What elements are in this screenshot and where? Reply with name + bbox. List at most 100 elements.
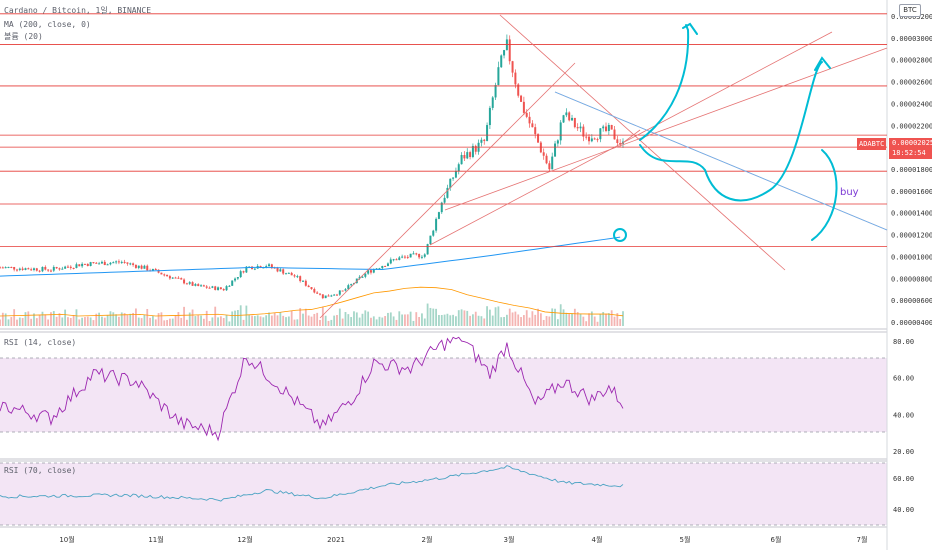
volume-bar — [500, 317, 503, 326]
candle-body — [610, 124, 613, 130]
volume-bar — [330, 319, 333, 326]
volume-bar — [571, 313, 573, 326]
volume-bar — [285, 317, 287, 326]
volume-bar — [585, 321, 588, 326]
volume-bar — [38, 314, 41, 326]
candle-body — [415, 253, 418, 255]
candle-body — [333, 294, 336, 296]
ma-indicator-label[interactable]: MA (200, close, 0) — [4, 20, 91, 29]
volume-bar — [313, 313, 316, 326]
candle-body — [253, 268, 256, 270]
candle-body — [321, 294, 324, 299]
candle-body — [75, 264, 78, 268]
price-tick-label: 0.00002800 — [891, 57, 932, 65]
volume-bar — [30, 318, 33, 326]
candle-body — [389, 259, 392, 264]
volume-bar — [208, 321, 211, 326]
candle-body — [21, 268, 24, 270]
candle-body — [446, 187, 449, 198]
candle-body — [347, 285, 350, 290]
volume-bar — [183, 306, 185, 326]
volume-bar — [16, 319, 18, 326]
candle-body — [607, 124, 610, 132]
volume-bar — [607, 313, 610, 326]
volume-bar — [483, 318, 486, 326]
candle-body — [420, 256, 423, 258]
candle-body — [10, 266, 13, 268]
candle-body — [290, 272, 293, 276]
candle-body — [491, 97, 494, 108]
candle-body — [562, 115, 565, 123]
volume-bar — [18, 317, 21, 326]
candle-body — [548, 163, 551, 170]
price-tick-label: 0.00001600 — [891, 188, 932, 196]
volume-bar — [522, 315, 525, 326]
volume-bar — [505, 314, 508, 326]
candle-body — [0, 267, 1, 269]
volume-bar — [395, 319, 398, 326]
volume-bar — [171, 318, 174, 326]
candle-body — [66, 266, 69, 268]
candle-body — [100, 261, 103, 264]
candle-body — [466, 152, 469, 159]
volume-bar — [290, 310, 293, 326]
volume-bar — [256, 315, 259, 326]
currency-badge[interactable]: BTC — [899, 4, 921, 17]
time-tick-label: 3월 — [504, 535, 515, 544]
volume-bar — [86, 316, 89, 326]
candle-body — [265, 266, 268, 268]
candle-body — [386, 263, 389, 267]
candle-body — [503, 50, 506, 56]
candle-body — [432, 230, 435, 236]
candle-body — [32, 268, 35, 270]
volume-bar — [72, 315, 75, 326]
rsi14-label[interactable]: RSI (14, close) — [4, 338, 77, 347]
volume-bar — [304, 308, 307, 326]
candles — [0, 34, 624, 300]
volume-bar — [64, 309, 67, 326]
candle-body — [571, 117, 574, 121]
trendline — [444, 47, 888, 211]
rsi14-band — [0, 358, 887, 432]
volume-bar — [588, 313, 590, 326]
candle-body — [296, 276, 299, 278]
volume-bar — [341, 318, 344, 326]
price-tick-label: 0.00000800 — [891, 275, 932, 283]
volume-bar — [355, 312, 358, 326]
candle-body — [268, 264, 271, 267]
volume-bar — [137, 317, 140, 326]
volume-bar — [494, 307, 497, 326]
rsi70-label[interactable]: RSI (70, close) — [4, 466, 77, 475]
volume-bar — [197, 315, 200, 326]
countdown-value: 18:52:54 — [892, 149, 926, 157]
rsi70-line — [0, 465, 624, 502]
candle-body — [95, 262, 98, 264]
candle-body — [109, 262, 112, 265]
candle-body — [429, 235, 432, 245]
candle-body — [401, 256, 404, 258]
volume-bar — [316, 312, 319, 326]
volume-bar — [132, 312, 134, 326]
volume-bar — [319, 319, 321, 326]
rsi14-tick-label: 40.00 — [893, 411, 914, 419]
candle-body — [222, 289, 225, 291]
candle-body — [202, 285, 205, 287]
candle-body — [514, 72, 517, 85]
time-tick-label: 6월 — [771, 535, 782, 544]
candle-body — [398, 257, 401, 260]
candle-body — [112, 262, 115, 264]
volume-bar — [364, 310, 367, 326]
volume-indicator-label[interactable]: 볼륨 (20) — [4, 32, 43, 41]
candle-body — [545, 155, 548, 164]
candle-body — [437, 212, 440, 219]
volume-bar — [398, 311, 401, 326]
volume-bar — [24, 312, 27, 326]
volume-bar — [375, 319, 378, 326]
volume-bars — [0, 303, 624, 326]
volume-bar — [282, 315, 285, 326]
candle-body — [344, 289, 347, 291]
buy-annotation: buy — [840, 187, 859, 198]
buy-bracket — [811, 149, 838, 241]
volume-bar — [81, 317, 84, 326]
